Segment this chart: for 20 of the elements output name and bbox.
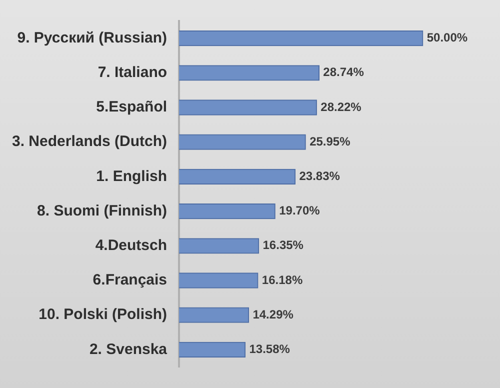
y-tick-label: 9. Русский (Russian)	[17, 29, 168, 46]
y-tick-label: 1. English	[96, 168, 168, 185]
data-label: 28.22%	[320, 100, 362, 114]
data-label: 14.29%	[252, 307, 294, 322]
data-label: 28.74%	[323, 65, 364, 80]
y-tick-label: 2. Svenska	[89, 340, 168, 358]
y-tick-label: 4.Deutsch	[95, 237, 168, 254]
y-tick-label: 6.Français	[92, 272, 168, 289]
data-label: 25.95%	[310, 134, 351, 148]
y-tick-label: 8. Suomi (Finnish)	[37, 202, 168, 220]
y-tick-label: 7. Italiano	[98, 64, 168, 82]
y-tick-label: 3. Nederlands (Dutch)	[12, 133, 168, 150]
y-tick-label: 10. Polski (Polish)	[38, 306, 168, 324]
data-label: 19.70%	[279, 204, 320, 218]
data-label: 13.58%	[249, 342, 290, 356]
data-label: 23.83%	[299, 169, 340, 184]
y-tick-label: 5.Español	[96, 98, 168, 116]
data-label: 16.35%	[262, 238, 304, 252]
data-label: 16.18%	[262, 272, 303, 287]
data-label: 50.00%	[426, 30, 468, 45]
